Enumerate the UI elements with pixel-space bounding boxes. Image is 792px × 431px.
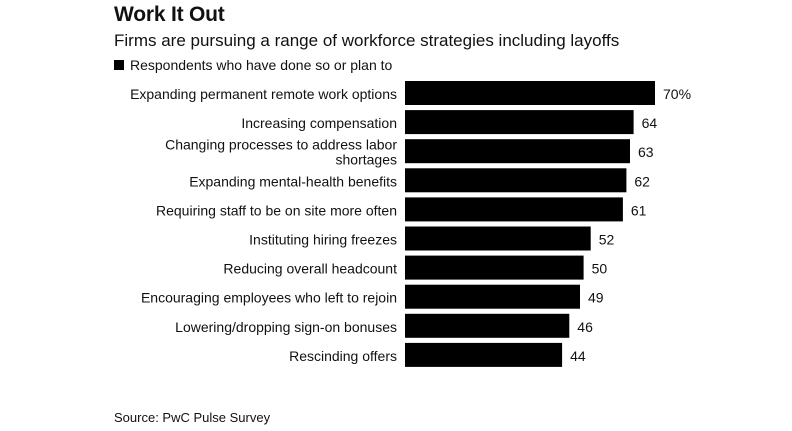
category-label: Expanding mental-health benefits: [189, 173, 397, 189]
value-label: 63: [638, 144, 654, 160]
bar: [405, 284, 580, 309]
value-label: 62: [634, 173, 650, 189]
value-label: 70%: [663, 86, 691, 102]
category-label: Reducing overall headcount: [223, 261, 397, 277]
bar: [405, 226, 591, 251]
bar: [405, 139, 630, 164]
category-label: Instituting hiring freezes: [249, 232, 397, 248]
bar: [405, 313, 570, 338]
value-label: 64: [642, 115, 658, 131]
category-label: Requiring staff to be on site more often: [156, 202, 397, 218]
legend: Respondents who have done so or plan to: [114, 57, 392, 73]
bars-layer: 70% Expanding permanent remote work optio…: [130, 81, 691, 367]
value-label: 52: [599, 232, 615, 248]
legend-label: Respondents who have done so or plan to: [130, 57, 393, 73]
chart-title: Work It Out: [114, 3, 225, 26]
category-label: Increasing compensation: [241, 115, 397, 131]
category-label: Expanding permanent remote work options: [130, 86, 397, 102]
category-label-line: shortages: [336, 152, 397, 168]
bar: [405, 81, 655, 105]
value-label: 49: [588, 290, 604, 306]
value-label: 46: [577, 319, 593, 335]
bar: [405, 342, 563, 367]
value-label: 50: [592, 261, 608, 277]
category-label: Rescinding offers: [289, 348, 397, 364]
bar: [405, 110, 634, 135]
bar: [405, 197, 623, 222]
value-label: 61: [631, 202, 647, 218]
category-label-line: Changing processes to address labor: [165, 137, 397, 153]
value-label: 44: [570, 348, 586, 364]
source-note: Source: PwC Pulse Survey: [114, 410, 271, 425]
chart-subtitle: Firms are pursuing a range of workforce …: [114, 31, 620, 50]
category-label: Encouraging employees who left to rejoin: [141, 290, 397, 306]
legend-swatch: [114, 60, 124, 70]
category-label: Lowering/dropping sign-on bonuses: [175, 319, 397, 335]
category-label: Changing processes to address labor short…: [165, 137, 397, 168]
bar: [405, 255, 584, 280]
bar: [405, 168, 627, 193]
